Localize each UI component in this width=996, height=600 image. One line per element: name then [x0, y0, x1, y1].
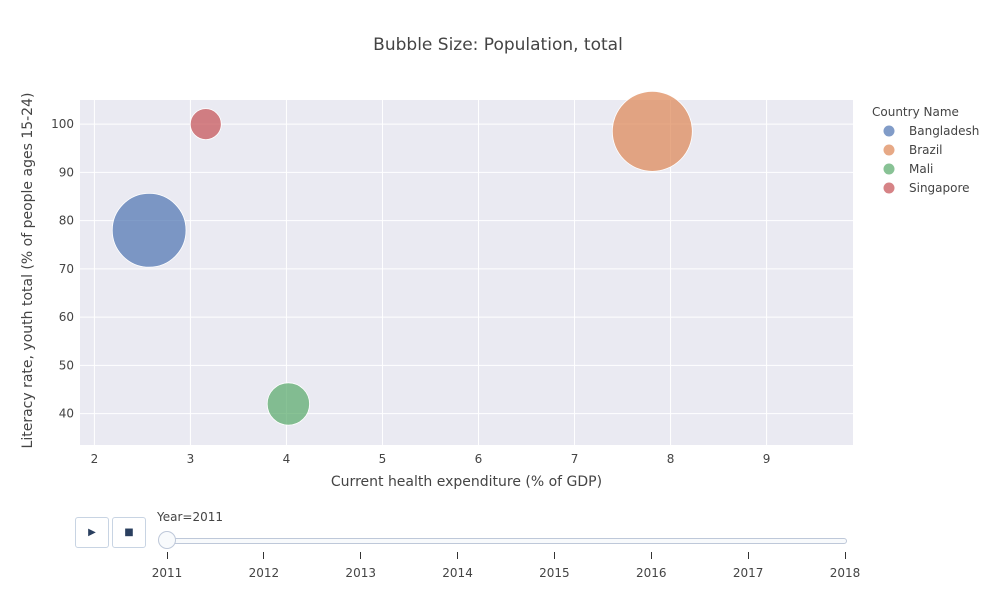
slider-tick	[553, 552, 555, 559]
stop-icon: ■	[124, 527, 134, 538]
x-tick-label: 5	[379, 452, 387, 466]
y-tick-label: 50	[59, 358, 74, 372]
bubble-bangladesh[interactable]	[111, 193, 187, 268]
legend-marker-bangladesh[interactable]	[883, 125, 895, 137]
legend-marker-mali[interactable]	[883, 163, 895, 175]
slider-tick	[747, 552, 749, 559]
bubble-brazil[interactable]	[611, 90, 693, 172]
y-tick-label: 80	[59, 214, 74, 228]
slider-handle[interactable]	[158, 531, 176, 549]
slider-tick	[844, 552, 846, 559]
legend-marker-singapore[interactable]	[883, 182, 895, 194]
legend: Country Name Bangladesh Brazil Mali Singapo…	[872, 105, 979, 195]
y-tick-label: 40	[59, 407, 74, 421]
legend-title: Country Name	[872, 105, 959, 119]
slider-step-label[interactable]: 2013	[345, 566, 376, 580]
stop-button[interactable]: ■	[112, 517, 146, 548]
y-axis-title: Literacy rate, youth total (% of people …	[20, 93, 36, 449]
slider-step-label[interactable]: 2017	[732, 566, 764, 580]
chart-title: Bubble Size: Population, total	[373, 35, 623, 55]
slider-tick	[650, 552, 652, 559]
slider-step-label[interactable]: 2014	[442, 566, 473, 580]
y-tick-label: 90	[59, 165, 74, 179]
slider-tick	[360, 552, 362, 559]
play-icon: ▶	[88, 527, 96, 538]
slider-step-label[interactable]: 2015	[539, 566, 570, 580]
legend-marker-brazil[interactable]	[883, 144, 895, 156]
slider-track[interactable]	[167, 538, 847, 544]
x-tick-label: 2	[91, 452, 99, 466]
y-tick-label: 60	[59, 310, 74, 324]
slider-tick	[166, 552, 168, 559]
play-button[interactable]: ▶	[75, 517, 109, 548]
x-tick-label: 9	[763, 452, 771, 466]
bubble-mali[interactable]	[266, 382, 310, 426]
y-tick-label: 70	[59, 262, 74, 276]
x-tick-label: 8	[667, 452, 675, 466]
x-tick-label: 4	[283, 452, 291, 466]
x-tick-label: 6	[475, 452, 483, 466]
slider-tick	[457, 552, 459, 559]
x-tick-label: 7	[571, 452, 579, 466]
plot-area	[80, 100, 853, 445]
bubble-singapore[interactable]	[189, 108, 222, 141]
legend-label-bangladesh[interactable]: Bangladesh	[909, 124, 979, 138]
slider-tick	[263, 552, 265, 559]
x-tick-label: 3	[187, 452, 195, 466]
slider-step-label[interactable]: 2018	[829, 566, 861, 580]
legend-label-mali[interactable]: Mali	[909, 162, 933, 176]
legend-label-brazil[interactable]: Brazil	[909, 143, 943, 157]
y-tick-label: 100	[51, 117, 74, 131]
slider-step-label[interactable]: 2016	[636, 566, 667, 580]
x-axis-title: Current health expenditure (% of GDP)	[331, 474, 602, 490]
slider-step-label[interactable]: 2011	[151, 566, 183, 580]
slider-current-value: Year=2011	[157, 510, 223, 524]
slider-step-label[interactable]: 2012	[248, 566, 280, 580]
legend-label-singapore[interactable]: Singapore	[909, 181, 970, 195]
